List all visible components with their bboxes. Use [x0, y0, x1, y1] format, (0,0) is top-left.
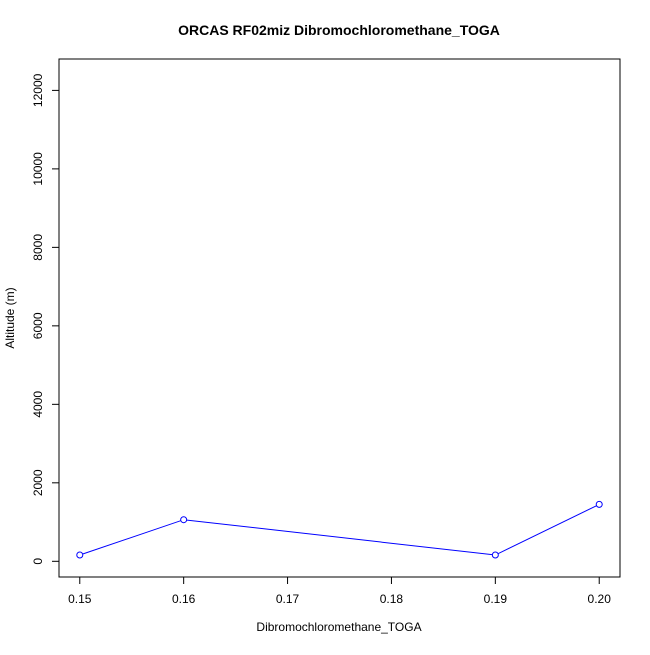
chart-title: ORCAS RF02miz Dibromochloromethane_TOGA [178, 22, 500, 38]
series-layer [76, 500, 603, 559]
data-point [180, 516, 188, 524]
y-tick-label: 6000 [31, 312, 45, 339]
x-tick-label: 0.18 [380, 592, 404, 606]
y-axis-label: Altitude (m) [3, 287, 17, 348]
x-axis-label: Dibromochloromethane_TOGA [256, 620, 421, 634]
x-tick-label: 0.17 [276, 592, 300, 606]
data-point [491, 551, 499, 559]
y-tick-label: 4000 [31, 391, 45, 418]
y-tick-label: 10000 [31, 152, 45, 186]
x-tick-label: 0.15 [68, 592, 92, 606]
x-tick-label: 0.20 [588, 592, 612, 606]
x-tick-label: 0.19 [484, 592, 508, 606]
plot-frame [58, 58, 621, 578]
y-tick-label: 2000 [31, 469, 45, 496]
y-axis: 0 2000 4000 6000 8000 10000 12000 [31, 73, 60, 565]
data-point [595, 500, 603, 508]
data-point [76, 551, 84, 559]
series-line [79, 503, 600, 556]
y-tick-label: 8000 [31, 234, 45, 261]
x-tick-label: 0.16 [172, 592, 196, 606]
y-tick-label: 12000 [31, 73, 45, 107]
x-axis: 0.15 0.16 0.17 0.18 0.19 0.20 [68, 576, 612, 606]
y-tick-label: 0 [31, 558, 45, 565]
